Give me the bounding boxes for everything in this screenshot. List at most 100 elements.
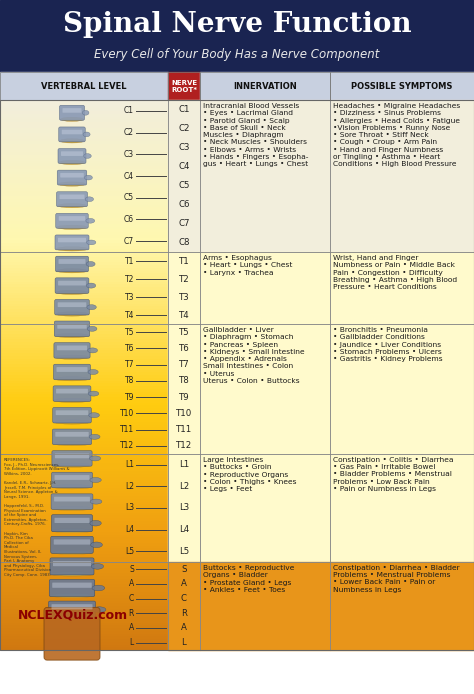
Bar	[0, 309, 168, 312]
Bar	[0, 146, 168, 150]
Bar	[0, 617, 168, 620]
Text: C1: C1	[124, 106, 134, 115]
Bar	[0, 359, 168, 362]
Bar	[168, 100, 200, 252]
Bar	[0, 419, 168, 422]
Text: T4: T4	[179, 310, 190, 319]
Text: C3: C3	[178, 143, 190, 152]
Bar	[0, 548, 168, 552]
Bar	[0, 158, 168, 161]
Text: T12: T12	[120, 441, 134, 450]
Text: L5: L5	[179, 547, 189, 556]
Bar	[0, 282, 168, 285]
Bar	[0, 114, 168, 117]
Text: Every Cell of Your Body Has a Nerve Component: Every Cell of Your Body Has a Nerve Comp…	[94, 47, 380, 60]
FancyBboxPatch shape	[52, 450, 92, 466]
Bar	[0, 430, 168, 433]
Bar	[0, 595, 168, 598]
Text: INNERVATION: INNERVATION	[233, 81, 297, 90]
Text: C1: C1	[178, 105, 190, 114]
FancyBboxPatch shape	[55, 432, 89, 437]
Bar	[0, 642, 168, 645]
Bar	[0, 213, 168, 216]
Ellipse shape	[59, 160, 85, 164]
Bar	[0, 362, 168, 364]
Bar	[0, 183, 168, 186]
Bar	[0, 194, 168, 197]
Bar	[200, 454, 330, 562]
Bar	[0, 177, 168, 180]
Ellipse shape	[89, 434, 100, 439]
Bar	[330, 454, 474, 562]
Text: VERTEBRAL LEVEL: VERTEBRAL LEVEL	[41, 81, 127, 90]
Bar	[0, 403, 168, 406]
Bar	[330, 252, 474, 324]
Text: C4: C4	[178, 162, 190, 171]
Bar	[0, 210, 168, 213]
Bar	[168, 72, 200, 100]
Ellipse shape	[50, 593, 94, 598]
Bar	[0, 117, 168, 120]
FancyBboxPatch shape	[54, 364, 91, 380]
Bar	[0, 433, 168, 436]
Bar	[0, 454, 168, 562]
Bar	[0, 477, 168, 480]
Bar	[0, 254, 168, 257]
Bar	[0, 554, 168, 557]
Bar	[0, 394, 168, 398]
Bar	[0, 468, 168, 472]
Text: L5: L5	[125, 547, 134, 556]
Text: NCLEXQuiz.com: NCLEXQuiz.com	[18, 609, 128, 621]
Bar	[0, 285, 168, 287]
Ellipse shape	[84, 175, 92, 180]
Bar	[0, 122, 168, 125]
Bar	[200, 100, 330, 252]
Bar	[0, 345, 168, 348]
Bar	[0, 72, 168, 100]
Ellipse shape	[82, 110, 89, 115]
Bar	[168, 252, 200, 324]
Bar	[0, 507, 168, 510]
Bar	[0, 232, 168, 235]
Bar	[168, 454, 200, 562]
Bar	[0, 166, 168, 169]
Bar	[0, 584, 168, 587]
Text: T1: T1	[179, 257, 190, 266]
Bar	[0, 314, 168, 318]
Bar	[0, 496, 168, 499]
Bar	[0, 576, 168, 579]
Bar	[0, 174, 168, 178]
Text: T6: T6	[179, 344, 190, 353]
Bar	[0, 103, 168, 106]
Bar	[168, 454, 200, 562]
Bar	[200, 562, 330, 650]
Bar	[0, 545, 168, 549]
Text: T3: T3	[125, 292, 134, 301]
Text: T9: T9	[179, 393, 189, 402]
Bar	[0, 383, 168, 387]
Bar	[0, 100, 474, 650]
Bar	[0, 491, 168, 493]
Bar	[0, 252, 168, 324]
Bar	[0, 557, 168, 560]
Text: C8: C8	[178, 238, 190, 247]
Text: REFERENCES:
Fox, J., Ph.D. Neurosciences,
7th Edition, Lippincott Williams &
Wil: REFERENCES: Fox, J., Ph.D. Neurosciences…	[4, 458, 70, 577]
Bar	[0, 515, 168, 518]
Ellipse shape	[85, 197, 93, 201]
Bar	[0, 133, 168, 136]
Bar	[0, 414, 168, 417]
Text: R: R	[128, 609, 134, 618]
Text: L4: L4	[179, 525, 189, 534]
Text: T4: T4	[125, 310, 134, 319]
FancyBboxPatch shape	[57, 170, 87, 185]
Bar	[0, 628, 168, 632]
Bar	[0, 534, 168, 538]
Bar	[0, 520, 168, 524]
Ellipse shape	[53, 420, 91, 424]
Text: L3: L3	[179, 504, 189, 512]
Bar	[0, 328, 168, 332]
Ellipse shape	[87, 326, 97, 331]
Ellipse shape	[86, 219, 95, 223]
Ellipse shape	[53, 463, 91, 467]
Bar	[0, 455, 168, 458]
